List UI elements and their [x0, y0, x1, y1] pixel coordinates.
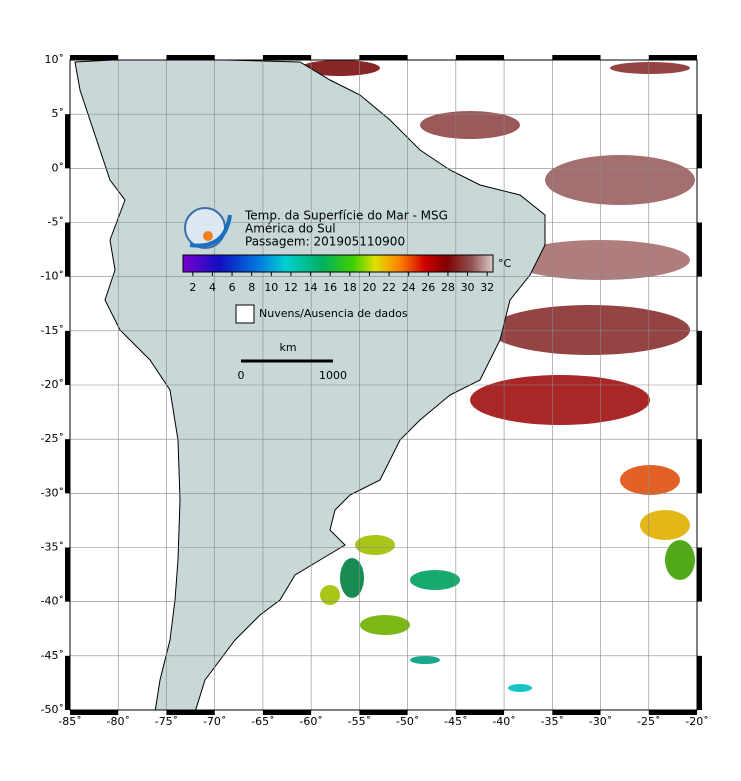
- x-tick-label: -25˚: [637, 715, 660, 728]
- frame-segment: [697, 439, 702, 494]
- map-body: [70, 60, 697, 710]
- frame-segment: [697, 330, 702, 385]
- colorbar-tick-label: 32: [480, 281, 494, 294]
- y-tick-label: -40˚: [41, 595, 64, 608]
- y-tick-label: -35˚: [41, 541, 64, 554]
- frame-segment: [65, 222, 70, 277]
- x-tick-label: -50˚: [396, 715, 419, 728]
- x-tick-label: -30˚: [589, 715, 612, 728]
- frame-segment: [166, 55, 215, 60]
- colorbar-tick-label: 6: [229, 281, 236, 294]
- logo: [184, 207, 232, 249]
- colorbar-tick-label: 16: [323, 281, 337, 294]
- frame-segment: [359, 55, 408, 60]
- y-tick-label: -30˚: [41, 486, 64, 499]
- title-line: Passagem: 201905110900: [245, 235, 405, 249]
- x-tick-label: -60˚: [299, 715, 322, 728]
- colorbar-tick-label: 2: [189, 281, 196, 294]
- frame-segment: [697, 114, 702, 169]
- x-tick-label: -20˚: [685, 715, 708, 728]
- colorbar-tick-label: 20: [362, 281, 376, 294]
- frame-segment: [648, 710, 697, 715]
- frame-segment: [697, 655, 702, 710]
- colorbar-unit: °C: [498, 257, 512, 270]
- scale-label: 0: [238, 369, 245, 382]
- frame-segment: [552, 55, 601, 60]
- colorbar-tick-label: 24: [402, 281, 416, 294]
- y-tick-label: 0˚: [52, 161, 65, 174]
- frame-segment: [65, 114, 70, 169]
- colorbar-tick-label: 10: [264, 281, 278, 294]
- y-tick-label: -20˚: [41, 378, 64, 391]
- title-line: Temp. da Superfície do Mar - MSG: [244, 209, 448, 223]
- colorbar-tick-label: 8: [248, 281, 255, 294]
- colorbar: [182, 254, 494, 273]
- colorbar-tick-label: 4: [209, 281, 216, 294]
- frame-segment: [65, 330, 70, 385]
- colorbar-tick-label: 18: [343, 281, 357, 294]
- graticule: [70, 60, 697, 710]
- sst-patches: [300, 60, 695, 692]
- frame-segment: [262, 55, 312, 60]
- y-tick-label: 5˚: [52, 107, 65, 120]
- y-tick-label: -45˚: [41, 649, 64, 662]
- x-tick-label: -40˚: [492, 715, 515, 728]
- x-tick-label: -75˚: [155, 715, 178, 728]
- x-tick-label: -80˚: [106, 715, 129, 728]
- frame-segment: [359, 710, 408, 715]
- x-tick-label: -70˚: [203, 715, 226, 728]
- frame-segment: [65, 655, 70, 710]
- frame-segment: [65, 547, 70, 602]
- x-tick-label: -35˚: [541, 715, 564, 728]
- x-tick-label: -55˚: [348, 715, 371, 728]
- frame-segment: [455, 55, 505, 60]
- frame-segment: [648, 55, 697, 60]
- y-tick-label: -50˚: [41, 703, 64, 716]
- colorbar-tick-label: 26: [421, 281, 435, 294]
- colorbar-tick-label: 22: [382, 281, 396, 294]
- colorbar-tick-label: 30: [461, 281, 475, 294]
- colorbar-tick-label: 12: [284, 281, 298, 294]
- frame-segment: [455, 710, 505, 715]
- frame-segment: [697, 222, 702, 277]
- y-tick-label: -5˚: [48, 216, 64, 229]
- x-tick-label: -65˚: [251, 715, 274, 728]
- x-tick-label: -85˚: [58, 715, 81, 728]
- title-line: América do Sul: [245, 222, 336, 236]
- y-tick-label: 10˚: [45, 53, 65, 66]
- x-tick-label: -45˚: [444, 715, 467, 728]
- scale-unit: km: [279, 341, 296, 354]
- y-tick-label: -25˚: [41, 432, 64, 445]
- legend-swatch: [235, 304, 255, 324]
- frame-segment: [70, 55, 119, 60]
- y-tick-label: -15˚: [41, 324, 64, 337]
- scale-label: 1000: [319, 369, 347, 382]
- colorbar-tick-label: 14: [304, 281, 318, 294]
- frame-segment: [552, 710, 601, 715]
- y-tick-label: -10˚: [41, 270, 64, 283]
- frame-segment: [697, 547, 702, 602]
- frame-segment: [166, 710, 215, 715]
- frame-segment: [70, 710, 119, 715]
- frame-segment: [262, 710, 312, 715]
- frame-segment: [65, 439, 70, 494]
- legend-label: Nuvens/Ausencia de dados: [259, 307, 408, 320]
- colorbar-tick-label: 28: [441, 281, 455, 294]
